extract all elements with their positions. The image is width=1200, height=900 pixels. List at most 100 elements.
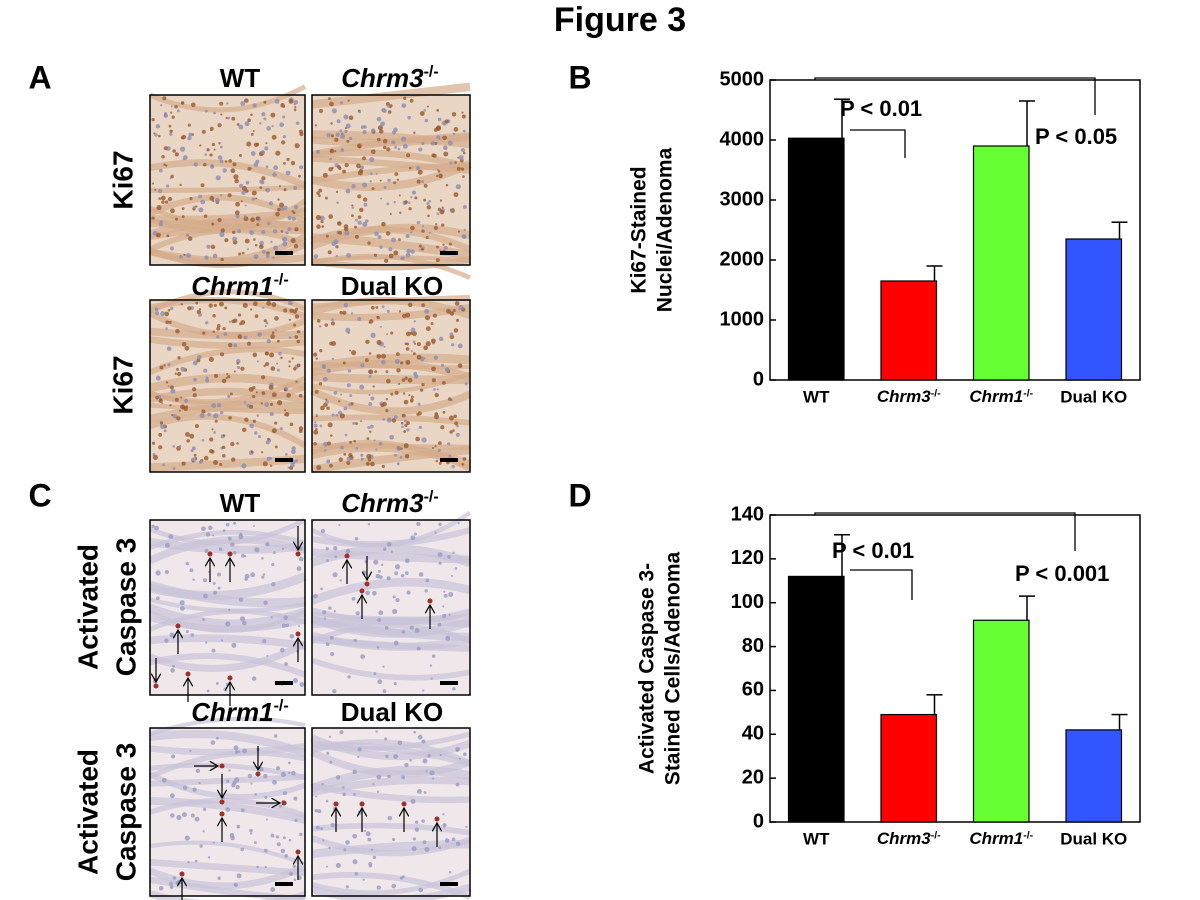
cell (204, 255, 209, 260)
cell (250, 832, 253, 835)
cell (243, 215, 247, 218)
cell (418, 425, 423, 430)
cell (352, 769, 358, 775)
cell (192, 360, 198, 366)
cell (168, 534, 174, 540)
cell (409, 98, 414, 103)
cell (270, 887, 276, 893)
cell (333, 391, 338, 395)
cell (180, 396, 183, 399)
cell (413, 342, 417, 345)
cell (390, 331, 394, 335)
cell (366, 453, 372, 459)
cell (393, 681, 397, 686)
cell (447, 140, 453, 146)
cell (339, 579, 342, 582)
micrograph-border (311, 299, 471, 473)
cell (240, 366, 245, 371)
figure-title: Figure 3 (554, 1, 686, 39)
cell (283, 615, 288, 621)
cell (239, 532, 243, 536)
cell (421, 689, 425, 692)
cell (277, 198, 280, 201)
cell (237, 229, 242, 234)
annotation: P < 0.05 (1035, 124, 1117, 149)
cell (298, 129, 304, 134)
cell (265, 818, 268, 821)
cell (396, 445, 402, 451)
cell (216, 335, 220, 339)
cell (253, 238, 256, 241)
cell (316, 149, 321, 154)
cell (162, 777, 167, 783)
cell (331, 413, 335, 417)
cell (326, 459, 331, 464)
cell (391, 883, 397, 889)
cell (286, 157, 290, 161)
cell (171, 413, 174, 417)
cell (330, 651, 335, 657)
cell (363, 829, 366, 833)
cell (259, 240, 264, 246)
cell (425, 770, 428, 773)
cell (418, 887, 424, 893)
panel-label: D (568, 477, 591, 513)
cell (154, 525, 159, 531)
cell (368, 393, 371, 396)
cell (176, 371, 182, 377)
cell (220, 352, 225, 357)
cell (415, 165, 421, 171)
cell (404, 571, 409, 575)
cell (331, 108, 337, 114)
cell (261, 176, 266, 181)
cell (377, 125, 383, 131)
cell (154, 311, 160, 316)
cell (155, 570, 161, 576)
cell (335, 245, 339, 249)
cell (238, 153, 242, 158)
x-tick-label: Chrm3-/- (877, 387, 941, 406)
y-tick-label: 20 (742, 766, 764, 788)
cell (443, 245, 448, 250)
cell (236, 123, 240, 126)
cell (290, 238, 296, 244)
cell (170, 174, 174, 179)
cell (265, 361, 270, 367)
cell (293, 243, 299, 249)
cell (209, 437, 214, 442)
cell (293, 323, 297, 327)
cell (296, 339, 301, 344)
cell (413, 131, 416, 134)
cell (170, 105, 173, 108)
tissue-fold (310, 387, 472, 415)
cell (221, 378, 227, 384)
cell (381, 464, 385, 469)
cell (187, 123, 191, 127)
cell (433, 355, 438, 360)
cell (262, 639, 267, 644)
cell (450, 574, 453, 577)
cell (158, 168, 163, 173)
cell (198, 194, 203, 199)
cell (436, 212, 440, 216)
cell (294, 106, 297, 109)
cell (222, 529, 226, 532)
cell (369, 157, 375, 163)
cell (222, 434, 226, 437)
plot-frame (769, 79, 1141, 381)
cell (429, 664, 433, 667)
cell (170, 813, 175, 818)
cell (232, 230, 236, 234)
cell (219, 194, 223, 197)
cell (283, 308, 288, 313)
cell (382, 145, 387, 150)
cell (269, 352, 275, 358)
cell (425, 578, 430, 583)
cell (199, 844, 203, 848)
cell (408, 207, 412, 211)
cell (431, 366, 436, 372)
cell (214, 419, 218, 423)
cell (215, 682, 219, 685)
cell (233, 883, 237, 887)
cell (460, 167, 465, 171)
